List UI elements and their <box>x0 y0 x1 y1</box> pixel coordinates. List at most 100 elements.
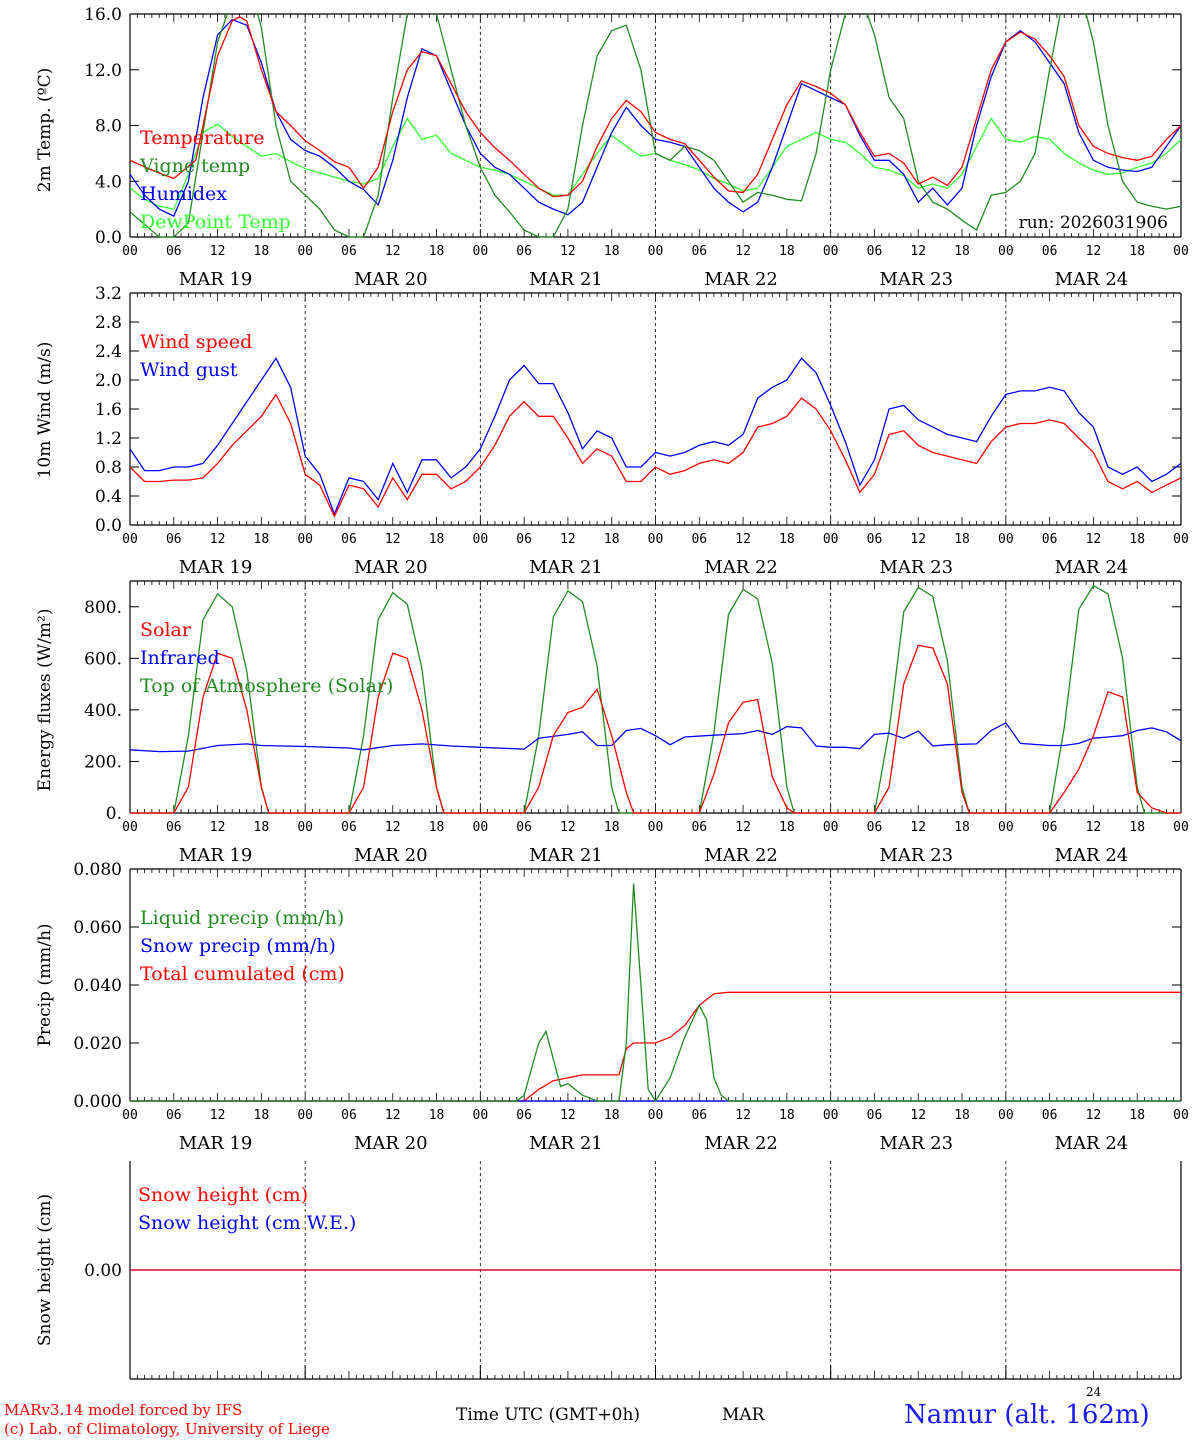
precip-day-label: MAR 20 <box>354 1133 428 1154</box>
temp-x-tick-label: 12 <box>910 244 926 259</box>
temp-y-tick-label: 8.0 <box>95 117 122 137</box>
precip-x-tick-label: 18 <box>254 1108 270 1123</box>
energy-legend-entry: Solar <box>140 619 192 641</box>
temp-y-tick-label: 0.0 <box>95 228 122 248</box>
precip-legend-entry: Total cumulated (cm) <box>140 963 345 985</box>
precip-x-tick-label: 06 <box>166 1108 182 1123</box>
energy-day-label: MAR 24 <box>1055 845 1129 866</box>
wind-x-tick-label: 18 <box>1129 532 1145 547</box>
energy-x-tick-label: 18 <box>1129 820 1145 835</box>
temp-x-tick-label: 12 <box>385 244 401 259</box>
temp-x-tick-label: 00 <box>1173 244 1189 259</box>
superscript-label: 24 <box>1086 1385 1102 1399</box>
wind-x-tick-label: 06 <box>166 532 182 547</box>
temp-y-tick-label: 12.0 <box>84 61 122 81</box>
temp-x-tick-label: 00 <box>823 244 839 259</box>
wind-series-wind-gust <box>130 357 1181 516</box>
wind-x-tick-label: 12 <box>560 532 576 547</box>
temp-x-tick-label: 06 <box>1042 244 1058 259</box>
precip-x-tick-label: 06 <box>341 1108 357 1123</box>
temp-day-label: MAR 24 <box>1055 269 1129 290</box>
wind-x-tick-label: 18 <box>954 532 970 547</box>
temp-x-tick-label: 06 <box>516 244 532 259</box>
wind-x-tick-label: 00 <box>473 532 489 547</box>
precip-x-tick-label: 12 <box>385 1108 401 1123</box>
temp-day-label: MAR 21 <box>529 269 603 290</box>
energy-x-tick-label: 12 <box>210 820 226 835</box>
energy-series-infrared <box>130 721 1181 753</box>
wind-x-tick-label: 00 <box>823 532 839 547</box>
temp-x-tick-label: 06 <box>341 244 357 259</box>
wind-day-label: MAR 24 <box>1055 557 1129 578</box>
temp-x-tick-label: 00 <box>297 244 313 259</box>
month-label: MAR <box>722 1405 765 1425</box>
energy-y-tick-label: 600. <box>84 649 122 669</box>
x-axis-title: Time UTC (GMT+0h) <box>456 1405 641 1425</box>
temp-legend-entry: Temperature <box>140 127 264 149</box>
energy-x-tick-label: 00 <box>823 820 839 835</box>
precip-x-tick-label: 00 <box>998 1108 1014 1123</box>
wind-x-tick-label: 00 <box>122 532 138 547</box>
wind-day-label: MAR 20 <box>354 557 428 578</box>
energy-y-tick-label: 400. <box>84 701 122 721</box>
energy-series-solar <box>130 644 1181 814</box>
energy-x-tick-label: 00 <box>297 820 313 835</box>
temp-x-tick-label: 12 <box>735 244 751 259</box>
precip-series-total-cumulated-cm <box>130 991 1181 1102</box>
temp-day-label: MAR 19 <box>179 269 253 290</box>
energy-x-tick-label: 00 <box>1173 820 1189 835</box>
wind-x-tick-label: 12 <box>210 532 226 547</box>
wind-y-tick-label: 0.4 <box>95 487 122 507</box>
wind-y-tick-label: 1.6 <box>95 400 122 420</box>
precip-x-tick-label: 12 <box>210 1108 226 1123</box>
energy-x-tick-label: 12 <box>735 820 751 835</box>
temp-y-tick-label: 4.0 <box>95 172 122 192</box>
energy-x-tick-label: 18 <box>254 820 270 835</box>
precip-series-liquid-precip-mm-h <box>130 883 1181 1102</box>
precip-x-tick-label: 00 <box>823 1108 839 1123</box>
temp-x-tick-label: 00 <box>473 244 489 259</box>
temp-x-tick-label: 18 <box>1129 244 1145 259</box>
energy-y-tick-label: 0. <box>106 804 122 824</box>
wind-x-tick-label: 06 <box>867 532 883 547</box>
wind-x-tick-label: 00 <box>297 532 313 547</box>
temp-day-label: MAR 23 <box>879 269 953 290</box>
temp-x-tick-label: 12 <box>560 244 576 259</box>
precip-x-tick-label: 00 <box>297 1108 313 1123</box>
temp-day-label: MAR 22 <box>704 269 778 290</box>
temp-x-tick-label: 00 <box>122 244 138 259</box>
wind-y-tick-label: 2.0 <box>95 371 122 391</box>
energy-legend-entry: Infrared <box>140 647 220 669</box>
snow-legend-entry: Snow height (cm W.E.) <box>138 1212 356 1234</box>
model-line: MARv3.14 model forced by IFS <box>4 1401 243 1419</box>
energy-x-tick-label: 18 <box>429 820 445 835</box>
energy-x-tick-label: 06 <box>867 820 883 835</box>
temp-x-tick-label: 06 <box>166 244 182 259</box>
precip-legend-entry: Liquid precip (mm/h) <box>140 907 344 929</box>
precip-x-tick-label: 06 <box>1042 1108 1058 1123</box>
temp-x-tick-label: 18 <box>779 244 795 259</box>
wind-x-tick-label: 18 <box>254 532 270 547</box>
wind-y-tick-label: 0.8 <box>95 458 122 478</box>
temp-series-dewpoint-temp <box>130 117 1181 210</box>
precip-day-label: MAR 23 <box>879 1133 953 1154</box>
temp-y-axis-label: 2m Temp. (ºC) <box>35 68 55 193</box>
energy-x-tick-label: 06 <box>341 820 357 835</box>
energy-x-tick-label: 12 <box>1086 820 1102 835</box>
wind-series-wind-speed <box>130 393 1181 518</box>
wind-x-tick-label: 18 <box>429 532 445 547</box>
precip-x-tick-label: 00 <box>648 1108 664 1123</box>
precip-x-tick-label: 12 <box>560 1108 576 1123</box>
temp-series-humidex <box>130 18 1181 217</box>
credit-line: (c) Lab. of Climatology, University of L… <box>4 1420 330 1438</box>
wind-y-tick-label: 3.2 <box>95 284 122 304</box>
wind-x-tick-label: 18 <box>604 532 620 547</box>
precip-y-tick-label: 0.080 <box>73 860 122 880</box>
precip-y-tick-label: 0.040 <box>73 976 122 996</box>
wind-y-tick-label: 0.0 <box>95 516 122 536</box>
snow-y-tick-label: 0.00 <box>84 1261 122 1281</box>
wind-x-tick-label: 12 <box>735 532 751 547</box>
temp-legend-entry: Vigne temp <box>139 155 250 177</box>
precip-y-axis-label: Precip (mm/h) <box>35 923 55 1046</box>
